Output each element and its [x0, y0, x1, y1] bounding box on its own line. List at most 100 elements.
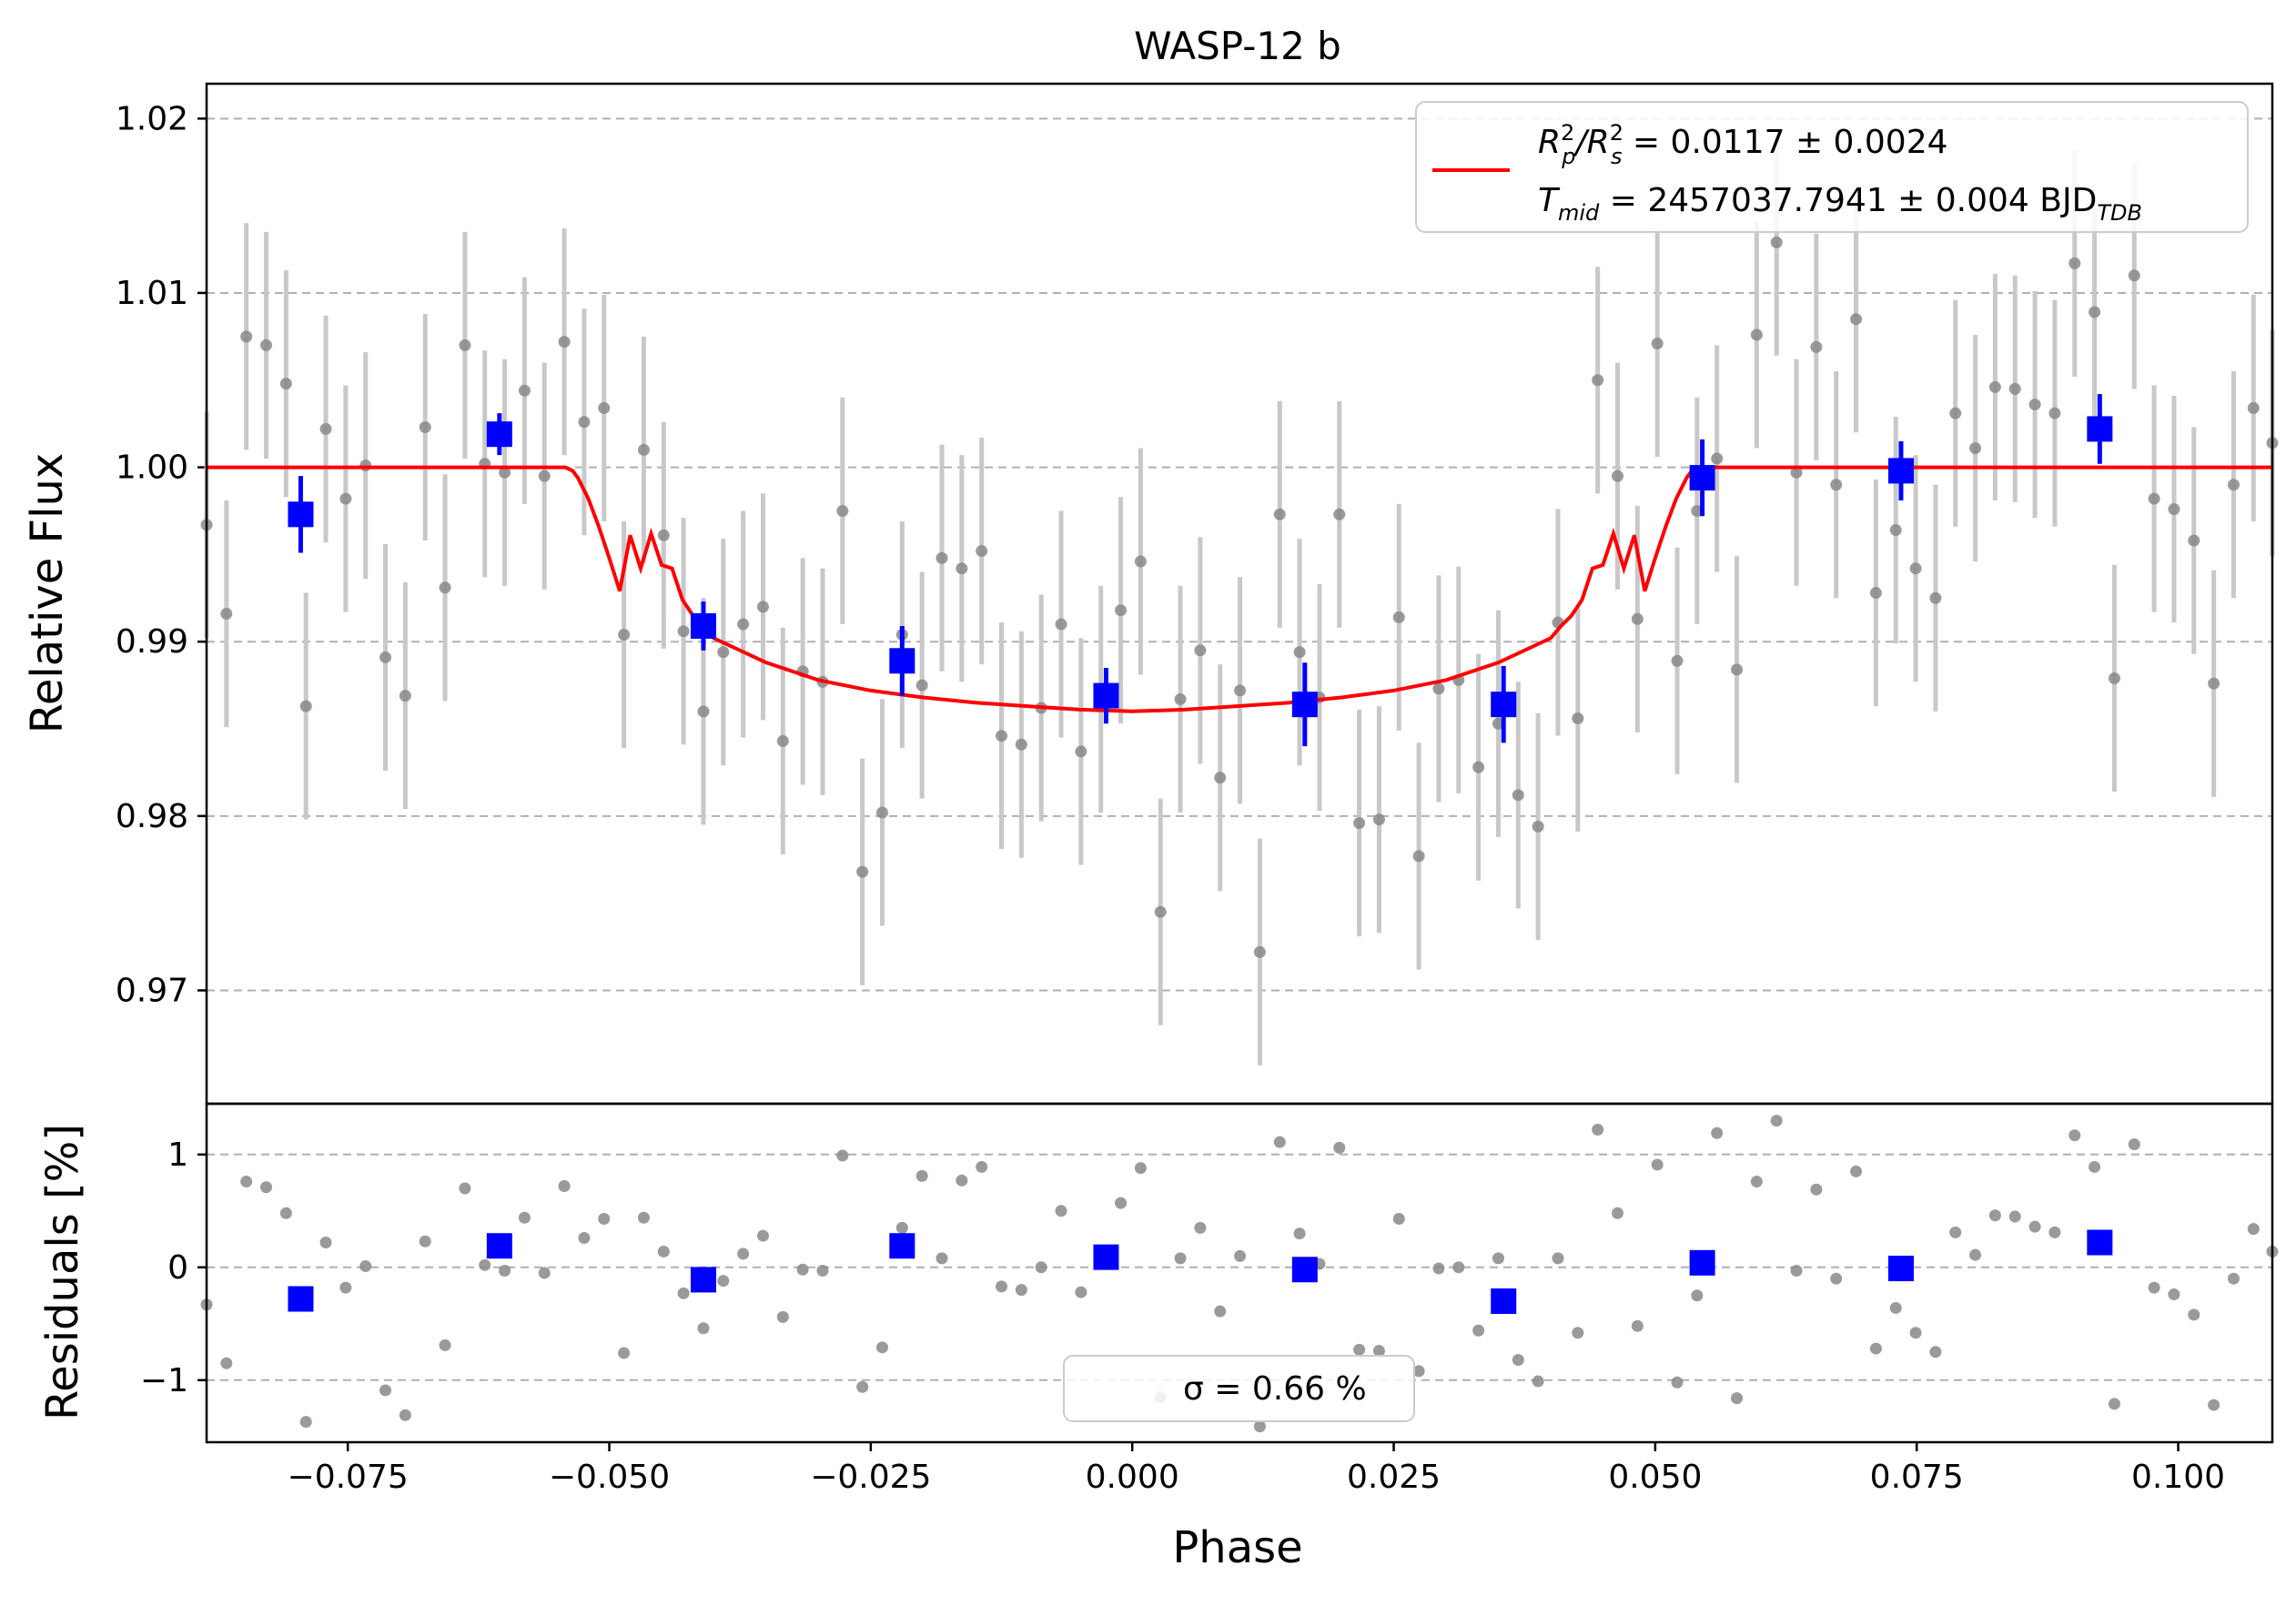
residual-point [1969, 1248, 1982, 1261]
raw-data-point [1372, 813, 1385, 826]
residual-point [1929, 1346, 1942, 1359]
x-tick-label: 0.025 [1347, 1459, 1441, 1496]
raw-data-point [1472, 761, 1485, 773]
residual-point [1194, 1221, 1207, 1234]
residual-point [1075, 1286, 1087, 1298]
residual-point [1174, 1252, 1187, 1265]
raw-data-point [1671, 654, 1684, 667]
top-panel-binned-series [288, 394, 2113, 747]
legend-rs-sub: s [1611, 144, 1623, 169]
residual-point [895, 1221, 908, 1234]
residual-point [796, 1263, 809, 1276]
raw-data-point [1075, 745, 1087, 758]
residual-point [299, 1416, 312, 1429]
residual-point [1273, 1136, 1286, 1148]
raw-data-point [1572, 712, 1584, 725]
legend-tmid-value: = 2457037.7941 ± 0.004 BJD [1599, 182, 2097, 219]
raw-data-point [1234, 684, 1247, 697]
residual-point [1552, 1252, 1564, 1265]
residual-point [1671, 1376, 1684, 1389]
residual-legend-box [1063, 1355, 1415, 1422]
residual-point [1949, 1226, 1962, 1238]
raw-data-point [1115, 604, 1128, 617]
residual-point [1452, 1261, 1465, 1274]
residual-point [558, 1180, 571, 1193]
binned-residual-point [1689, 1249, 1715, 1276]
y-axis-title-top: Relative Flux [22, 453, 73, 734]
raw-data-point [379, 651, 392, 663]
residual-point [2188, 1308, 2200, 1321]
binned-residual-point [486, 1233, 512, 1259]
residual-point [1711, 1126, 1724, 1139]
raw-data-point [1750, 328, 1763, 341]
raw-data-point [558, 336, 571, 348]
binned-residual-point [288, 1286, 314, 1312]
residual-point [2048, 1226, 2061, 1238]
y-tick-label: 1.00 [116, 449, 188, 487]
raw-data-point [836, 504, 849, 517]
residual-point [598, 1212, 611, 1225]
raw-data-point [1929, 591, 1942, 604]
raw-data-point [1154, 905, 1167, 918]
raw-data-point [1194, 644, 1207, 657]
binned-residual-point [1887, 1256, 1914, 1282]
binned-data-point [889, 648, 915, 674]
residual-panel-gridlines [207, 1153, 2272, 1381]
residual-point [776, 1310, 789, 1323]
raw-data-point [459, 338, 471, 351]
residual-point [816, 1265, 829, 1278]
raw-data-point [618, 629, 631, 641]
raw-data-point [499, 466, 511, 479]
raw-data-point [598, 401, 611, 414]
residual-point [1293, 1227, 1306, 1240]
residual-point [737, 1247, 750, 1260]
residual-point [1750, 1176, 1763, 1188]
residual-point [1731, 1392, 1744, 1405]
x-axis-ticks: −0.075 −0.050 −0.025 0.000 0.025 0.050 0.075 0.… [288, 1442, 2225, 1496]
raw-data-point [2028, 399, 2041, 411]
raw-data-point [1611, 470, 1623, 482]
raw-data-point [299, 700, 312, 712]
residual-panel-frame [205, 1102, 2274, 1444]
residual-point [1691, 1289, 1704, 1302]
raw-data-point [2227, 479, 2240, 491]
raw-data-point [956, 562, 968, 575]
raw-data-point [1949, 407, 1962, 419]
residual-sigma-label: σ = 0.66 % [1183, 1370, 1367, 1408]
raw-data-point [1889, 524, 1902, 537]
binned-data-point [486, 421, 512, 448]
legend-entry-tmid: Tmid = 2457037.7941 ± 0.004 BJDTDB [1538, 182, 2142, 226]
residual-point [1611, 1207, 1623, 1219]
binned-residual-point [1291, 1257, 1318, 1283]
raw-data-point [1432, 682, 1445, 695]
raw-data-point [915, 679, 928, 692]
residual-point [1651, 1158, 1664, 1171]
binned-data-point [1291, 692, 1318, 718]
raw-data-point [1293, 646, 1306, 659]
binned-residual-point [1491, 1288, 1517, 1314]
residual-point [1333, 1141, 1346, 1154]
raw-data-point [657, 529, 670, 541]
residual-point [1631, 1319, 1644, 1332]
x-tick-label: 0.050 [1608, 1459, 1702, 1496]
residual-point [1532, 1375, 1544, 1388]
raw-data-point [1412, 850, 1425, 863]
residual-panel-raw-series [200, 1115, 2279, 1433]
raw-data-point [976, 545, 988, 558]
residual-point [339, 1281, 352, 1294]
residual-point [2208, 1399, 2220, 1411]
residual-point [1988, 1209, 2001, 1222]
raw-data-point [1055, 618, 1067, 631]
raw-data-point [339, 492, 352, 505]
residual-point [2227, 1272, 2240, 1285]
raw-data-point [2089, 306, 2101, 318]
residual-point [1472, 1324, 1485, 1337]
residual-point [1353, 1343, 1366, 1356]
residual-point [1830, 1272, 1843, 1285]
residual-point [1850, 1165, 1863, 1177]
x-tick-label: 0.075 [1870, 1459, 1964, 1496]
raw-data-point [756, 601, 769, 613]
legend-t-sub: mid [1558, 200, 1600, 226]
legend-rs-symbol: /R [1573, 124, 1610, 161]
